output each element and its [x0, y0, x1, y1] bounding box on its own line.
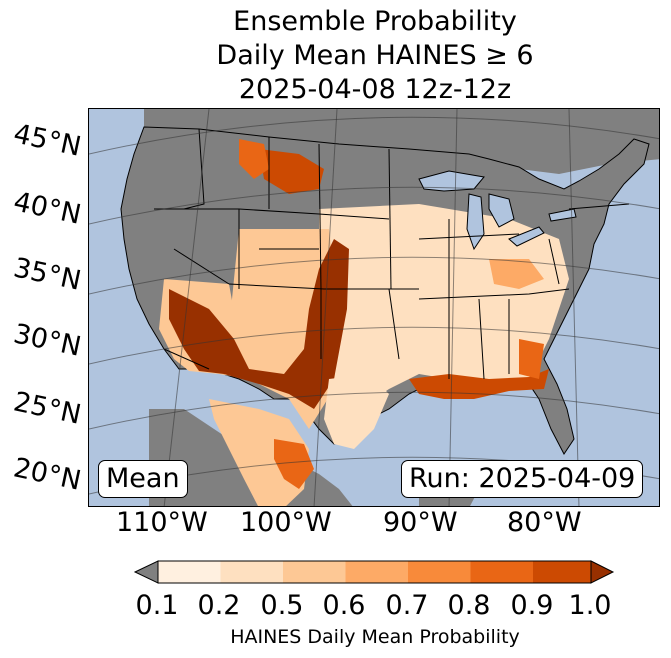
- chart-title-line-1: Ensemble Probability: [233, 6, 517, 37]
- colorbar-bin-7: [533, 561, 591, 583]
- chart-title-line-3: 2025-04-08 12z-12z: [238, 74, 512, 105]
- colorbar-bin-4: [345, 561, 408, 583]
- lake-huron: [488, 193, 515, 228]
- colorbar-tick-0: 0.1: [135, 590, 179, 621]
- lon-label-110: 110°W: [116, 507, 208, 538]
- prob-mexico-dark: [274, 439, 314, 489]
- colorbar-tick-3: 0.6: [322, 590, 366, 621]
- run-label-box: Run: 2025-04-09: [401, 460, 644, 498]
- baja-peninsula: [159, 409, 204, 506]
- prob-dark-southwest: [169, 239, 349, 409]
- colorbar-tick-6: 0.9: [510, 590, 554, 621]
- lake-michigan: [466, 193, 485, 251]
- prob-gulf-coast: [409, 369, 549, 399]
- lon-label-100: 100°W: [240, 507, 332, 538]
- lake-erie: [508, 226, 545, 247]
- prob-dark-northern-rockies: [259, 149, 324, 194]
- prob-georgia: [519, 339, 544, 379]
- colorbar-label: HAINES Daily Mean Probability: [230, 626, 520, 648]
- colorbar-under-arrow: [133, 560, 159, 584]
- colorbar-tick-7: 1.0: [568, 590, 612, 621]
- chart-title-line-2: Daily Mean HAINES ≥ 6: [216, 40, 534, 71]
- colorbar-bin-5: [408, 561, 471, 583]
- colorbar-tick-5: 0.8: [447, 590, 491, 621]
- prob-mexico-patches: [209, 399, 309, 506]
- colorbar-bin-1: [158, 561, 221, 583]
- prob-ohio-valley: [489, 259, 544, 289]
- colorbar-tick-1: 0.2: [197, 590, 241, 621]
- map-panel: [88, 108, 660, 507]
- colorbar-bin-6: [470, 561, 533, 583]
- map-canvas: [89, 109, 659, 506]
- colorbar-bin-3: [283, 561, 346, 583]
- prob-mid-northern-rockies: [239, 139, 269, 179]
- canada-land: [144, 109, 659, 174]
- mean-label-box: Mean: [98, 460, 188, 498]
- colorbar-bin-2: [220, 561, 283, 583]
- lon-label-80: 80°W: [507, 507, 582, 538]
- prob-light-southeast: [319, 204, 569, 409]
- lon-label-90: 90°W: [383, 507, 458, 538]
- lake-ontario: [548, 208, 577, 222]
- colorbar-tick-2: 0.5: [260, 590, 304, 621]
- colorbar-outline: [157, 560, 592, 584]
- colorbar-over-arrow: [590, 560, 615, 584]
- colorbar-tick-4: 0.7: [385, 590, 429, 621]
- graticule: [89, 109, 659, 506]
- state-borders: [154, 128, 630, 380]
